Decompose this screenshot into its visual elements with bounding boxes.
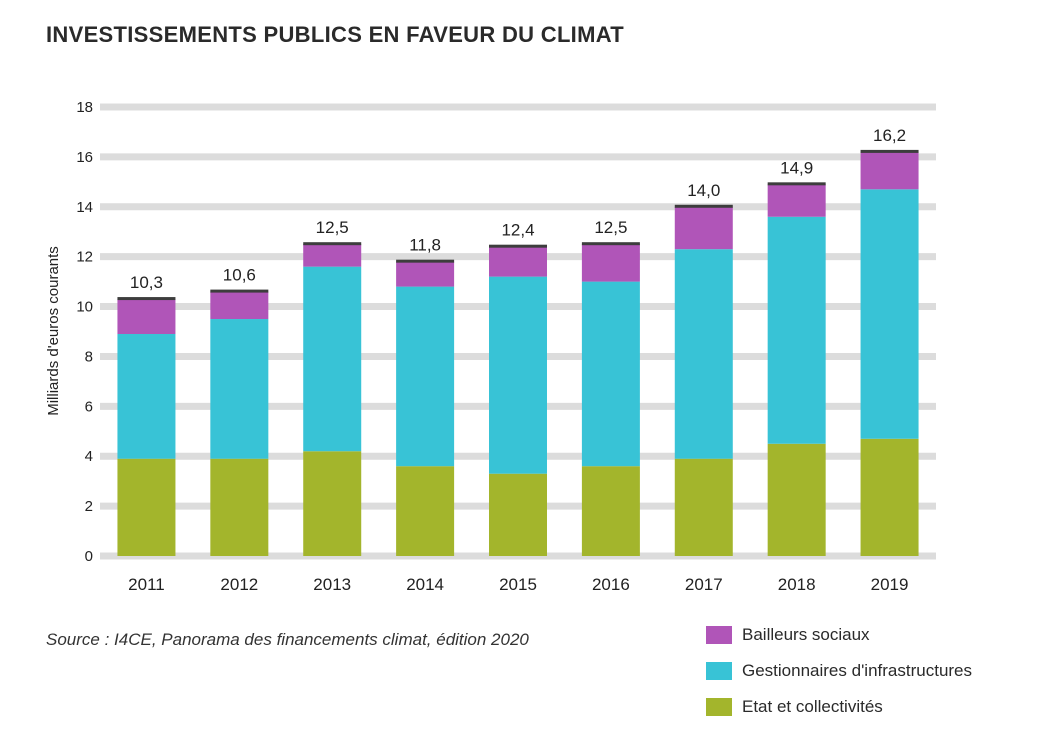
total-labels: 10,3 10,6 12,5 11,8 12,4 12,5 14,0 14,9 16,2 [130, 126, 906, 292]
bar-cap-2017 [674, 204, 733, 208]
bar-segment-etat-2014 [396, 466, 455, 556]
bar-cap-2019 [860, 149, 919, 153]
legend-swatch-etat [706, 698, 732, 716]
y-tick-label: 14 [76, 199, 93, 216]
legend-item-bailleurs: Bailleurs sociaux [706, 617, 972, 653]
bar-segment-bailleurs-2011 [117, 299, 176, 334]
bar-cap-2018 [767, 182, 826, 186]
legend-label: Etat et collectivités [742, 697, 883, 716]
bar-segment-gestionnaires-2016 [581, 281, 640, 467]
x-tick-label: 2017 [685, 575, 723, 594]
x-tick-label: 2019 [871, 575, 909, 594]
bar-segment-bailleurs-2019 [860, 151, 919, 190]
bar-segment-etat-2011 [117, 458, 176, 556]
bar-segment-etat-2013 [303, 451, 362, 556]
bar-segment-bailleurs-2016 [581, 244, 640, 282]
bar-segment-etat-2015 [489, 473, 547, 556]
legend-label: Gestionnaires d'infrastructures [742, 661, 973, 680]
bar-segment-bailleurs-2018 [767, 184, 826, 217]
bar-segment-bailleurs-2014 [396, 261, 455, 287]
bar-segment-etat-2018 [767, 443, 826, 556]
bar-cap-2016 [581, 242, 640, 246]
bar-segment-gestionnaires-2015 [489, 276, 547, 474]
bar-segment-gestionnaires-2011 [117, 333, 176, 459]
bar-segment-gestionnaires-2017 [674, 249, 733, 459]
bar-cap-2012 [210, 289, 269, 293]
x-tick-label: 2011 [128, 575, 165, 594]
bar-cap-2013 [303, 242, 362, 246]
y-tick-label: 16 [76, 149, 93, 166]
chart-title: INVESTISSEMENTS PUBLICS EN FAVEUR DU CLI… [46, 22, 625, 47]
y-tick-label: 10 [76, 299, 93, 316]
legend-swatch-bailleurs [706, 626, 732, 644]
bar-segment-bailleurs-2017 [674, 206, 733, 250]
bar-cap-2011 [117, 297, 176, 301]
bar-cap-2014 [396, 259, 455, 263]
x-axis-ticks: 2011 2012 2013 2014 2015 2016 2017 2018 2019 [128, 575, 908, 594]
bars [117, 149, 919, 556]
legend-item-etat: Etat et collectivités [706, 689, 972, 725]
y-tick-label: 4 [85, 448, 93, 465]
legend-swatch-gestionnaires [706, 662, 732, 680]
total-label: 14,9 [780, 158, 813, 177]
bar-segment-bailleurs-2013 [303, 244, 362, 267]
total-label: 10,3 [130, 273, 163, 292]
y-axis-ticks: 0 2 4 6 8 10 12 14 16 18 [76, 99, 93, 565]
bar-segment-etat-2017 [674, 458, 733, 556]
x-tick-label: 2015 [499, 575, 537, 594]
y-tick-label: 8 [85, 348, 93, 365]
x-tick-label: 2012 [220, 575, 258, 594]
legend-item-gestionnaires: Gestionnaires d'infrastructures [706, 653, 972, 689]
bar-segment-gestionnaires-2014 [396, 286, 455, 467]
source-note: Source : I4CE, Panorama des financements… [46, 630, 529, 649]
x-tick-label: 2016 [592, 575, 630, 594]
total-label: 11,8 [409, 236, 441, 255]
bar-segment-bailleurs-2015 [489, 246, 547, 277]
bar-segment-etat-2019 [860, 438, 919, 556]
bar-segment-gestionnaires-2013 [303, 266, 362, 452]
bar-segment-gestionnaires-2018 [767, 216, 826, 444]
total-label: 12,5 [594, 218, 627, 237]
total-label: 12,5 [316, 218, 349, 237]
bar-segment-etat-2016 [581, 466, 640, 556]
x-tick-label: 2018 [778, 575, 816, 594]
bar-segment-gestionnaires-2019 [860, 189, 919, 439]
y-tick-label: 18 [76, 99, 93, 116]
bar-cap-2015 [489, 244, 547, 248]
total-label: 10,6 [223, 266, 256, 285]
stacked-bar-chart: 0 2 4 6 8 10 12 14 16 18 10,3 10,6 12,5 11,8 12,4 12,5… [45, 99, 936, 594]
legend-label: Bailleurs sociaux [742, 625, 870, 644]
y-tick-label: 6 [85, 398, 93, 415]
total-label: 12,4 [501, 221, 534, 240]
total-label: 14,0 [687, 181, 720, 200]
y-tick-label: 2 [85, 498, 93, 515]
legend: Bailleurs sociaux Gestionnaires d'infras… [706, 617, 972, 725]
bar-segment-etat-2012 [210, 458, 269, 556]
y-tick-label: 0 [85, 548, 93, 565]
y-tick-label: 12 [76, 249, 93, 266]
bar-segment-bailleurs-2012 [210, 291, 269, 320]
x-tick-label: 2014 [406, 575, 444, 594]
x-tick-label: 2013 [313, 575, 351, 594]
bar-segment-gestionnaires-2012 [210, 319, 269, 459]
y-axis-label: Milliards d'euros courants [45, 246, 62, 416]
total-label: 16,2 [873, 126, 906, 145]
